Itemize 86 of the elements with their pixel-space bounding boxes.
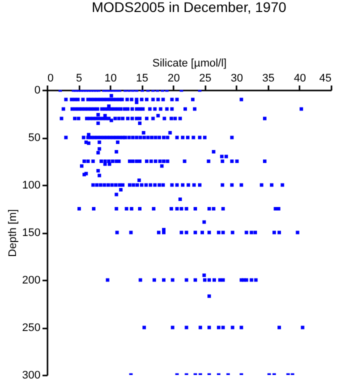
point [207, 207, 211, 210]
point [86, 141, 90, 145]
x-tick-label: 35 [262, 72, 275, 84]
y-tick-label: 250 [22, 322, 40, 334]
point [276, 207, 280, 210]
point [162, 160, 166, 163]
point [156, 114, 160, 118]
point [149, 160, 153, 163]
y-tick-label: 50 [28, 132, 40, 144]
point [144, 160, 148, 163]
x-tick-label: 15 [136, 72, 148, 84]
point [212, 150, 216, 154]
point [91, 160, 95, 163]
x-tick-label: 10 [104, 72, 117, 84]
point [138, 122, 142, 125]
point [274, 207, 278, 210]
point [86, 160, 90, 163]
point [154, 160, 158, 163]
point [117, 160, 121, 163]
point [207, 294, 211, 298]
point [107, 160, 111, 163]
point [138, 160, 142, 163]
x-tick-label: 25 [199, 72, 212, 84]
point [212, 207, 216, 210]
point [82, 160, 86, 163]
point [235, 160, 239, 163]
point [92, 207, 96, 210]
point [158, 160, 162, 163]
point [108, 162, 112, 166]
point [110, 94, 114, 98]
point [107, 104, 111, 108]
point [98, 140, 102, 144]
point [110, 118, 114, 122]
point [202, 274, 206, 277]
y-axis-title: Depth [m] [7, 209, 20, 257]
x-tick-label: 40 [294, 72, 306, 84]
x-axis-title: Silicate [µmol/l] [152, 58, 227, 70]
point [230, 160, 234, 163]
y-tick-label: 150 [22, 227, 40, 239]
point [137, 178, 141, 182]
y-tick-label: 300 [22, 370, 40, 382]
x-tick-label: 30 [230, 72, 243, 84]
point [152, 207, 156, 210]
point [103, 162, 107, 166]
point [220, 160, 224, 163]
point [166, 160, 170, 163]
y-tick-label: 0 [34, 84, 40, 96]
point [162, 228, 166, 232]
point [119, 188, 123, 192]
point [182, 160, 186, 163]
x-tick-label: 45 [319, 72, 332, 84]
y-tick-label: 200 [22, 274, 40, 286]
point [138, 207, 142, 210]
point [184, 207, 188, 210]
point [100, 160, 104, 163]
point [96, 150, 100, 154]
point [142, 131, 146, 134]
point [134, 100, 138, 104]
point [131, 160, 135, 163]
point [77, 207, 81, 210]
point [96, 112, 100, 116]
point [116, 140, 120, 144]
point [96, 169, 100, 172]
point [202, 220, 206, 224]
point [124, 207, 128, 210]
point [194, 207, 198, 210]
point [221, 207, 225, 210]
chart-title: MODS2005 in December, 1970 [92, 0, 286, 15]
point [110, 160, 114, 163]
point [98, 147, 102, 151]
point [263, 160, 266, 163]
x-tick-label: 20 [168, 72, 180, 84]
point [170, 207, 174, 210]
point [206, 160, 210, 163]
point [168, 131, 172, 134]
point [178, 198, 182, 201]
point [96, 122, 100, 125]
point [103, 114, 107, 118]
x-tick-label: 5 [76, 72, 82, 84]
point [130, 207, 134, 210]
point [180, 207, 184, 210]
point [86, 132, 90, 136]
x-tick-label: 0 [48, 72, 54, 84]
y-tick-label: 100 [22, 180, 40, 192]
point [114, 150, 118, 154]
point [114, 207, 118, 210]
